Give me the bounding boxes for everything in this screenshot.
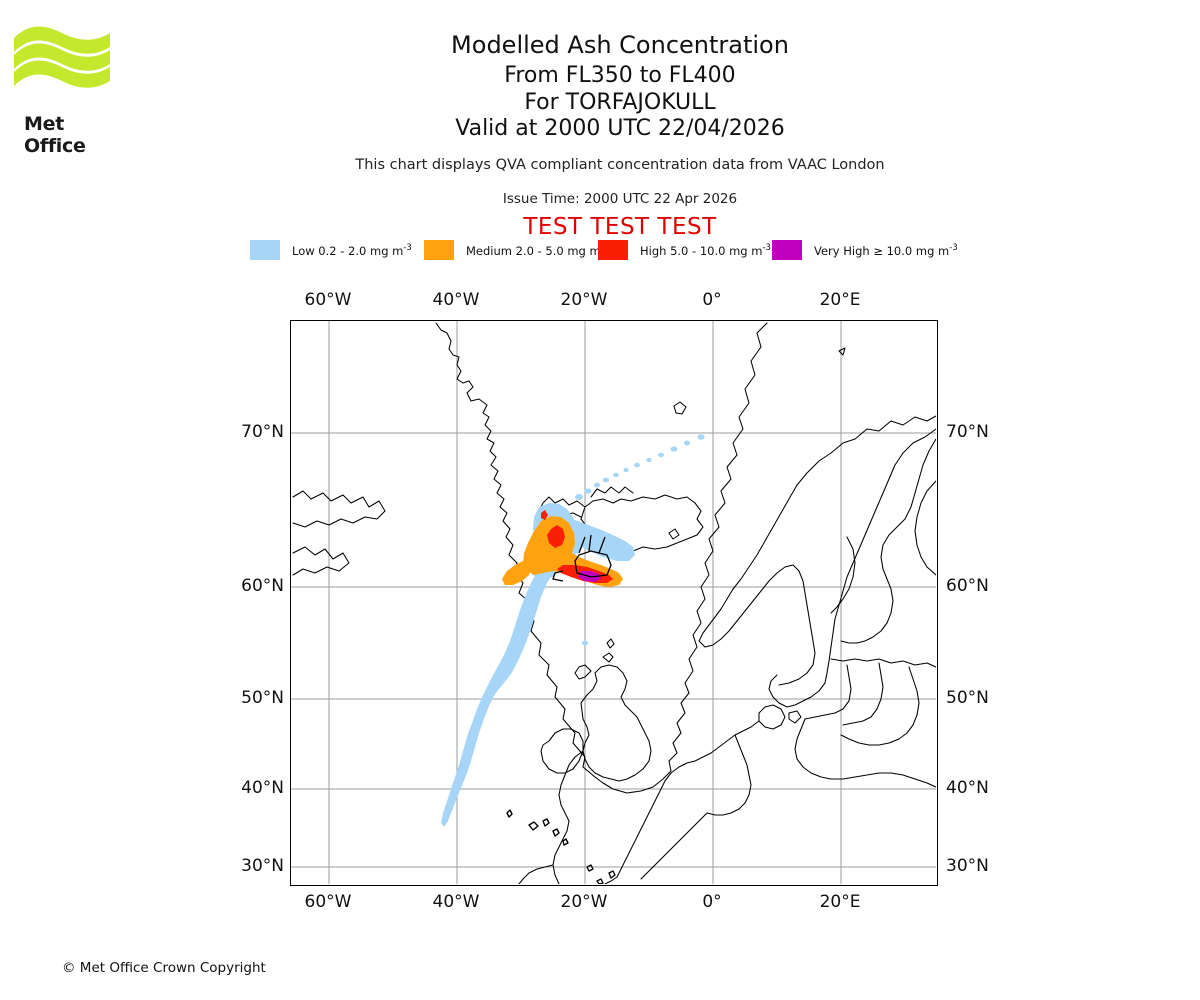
concentration-legend: Low 0.2 - 2.0 mg m-3 Medium 2.0 - 5.0 mg … (0, 239, 1200, 263)
poland-south-border (794, 718, 936, 788)
lat-tick-left-3: 40°N (241, 778, 284, 798)
denmark-jutland (758, 704, 786, 730)
france-west-coast (552, 750, 584, 884)
lat-tick-right-3: 40°N (946, 778, 989, 798)
coastlines-layer (292, 322, 936, 884)
azores-islands (506, 809, 569, 846)
greenland-coast (435, 322, 768, 794)
greenland-west-inlet (292, 490, 386, 528)
ash-medium-west-tip (502, 561, 531, 585)
orkney-islands (602, 652, 614, 663)
lat-tick-left-2: 50°N (241, 688, 284, 708)
lithuania-border (842, 662, 884, 726)
lon-tick-top-4: 20°E (819, 290, 861, 310)
lat-tick-right-1: 60°N (946, 576, 989, 596)
finland-border (840, 438, 936, 644)
legend-label-3: Very High ≥ 10.0 mg m-3 (814, 242, 958, 258)
issue-time-label: Issue Time: 2000 UTC 22 Apr 2026 (502, 191, 738, 207)
page-title: Modelled Ash Concentration (451, 31, 789, 59)
belarus-border (840, 666, 920, 746)
lat-tick-right-0: 70°N (946, 422, 989, 442)
ash-low-ne-arm (575, 434, 705, 500)
ash-low-speck (582, 640, 588, 646)
legend-swatch-1 (424, 240, 454, 260)
map-container (290, 320, 938, 886)
map-graphic (291, 321, 936, 884)
france-east-border (604, 876, 618, 884)
germany-east-border (706, 734, 752, 816)
ash-low-tail (441, 534, 582, 827)
lat-tick-left-0: 70°N (241, 422, 284, 442)
ash-low-east-lobe (565, 517, 635, 561)
iberia-north-coast (518, 864, 554, 884)
lon-tick-bottom-0: 60°W (304, 892, 352, 912)
lon-tick-bottom-3: 0° (702, 892, 722, 912)
met-office-logo-text: Met Office (24, 113, 86, 157)
misc-islets (596, 870, 616, 884)
outer-hebrides (574, 664, 592, 680)
copyright-text: © Met Office Crown Copyright (62, 960, 266, 976)
jan-mayen (673, 401, 687, 415)
ash-high-small-blob (541, 510, 548, 520)
lon-tick-top-2: 20°W (560, 290, 608, 310)
legend-swatch-2 (598, 240, 628, 260)
ash-plume-layer (441, 434, 705, 827)
chart-subtitle: This chart displays QVA compliant concen… (355, 157, 885, 173)
legend-swatch-0 (250, 240, 280, 260)
north-sea-coast (660, 720, 760, 790)
met-office-wave-icon (14, 26, 110, 88)
faroe-islands (668, 528, 680, 540)
denmark-zealand (788, 710, 802, 724)
lat-tick-right-2: 50°N (946, 688, 989, 708)
title-flight-levels: From FL350 to FL400 (504, 63, 736, 88)
russia-karelia-border (914, 480, 936, 576)
lon-tick-top-0: 60°W (304, 290, 352, 310)
ireland-coast (540, 728, 584, 774)
ash-high-upper-blob (547, 525, 565, 548)
great-britain-coast (580, 664, 652, 782)
baltic-north-border (830, 658, 936, 668)
title-volcano: For TORFAJOKULL (524, 90, 716, 115)
legend-item-1[interactable]: Medium 2.0 - 5.0 mg m-3 (424, 239, 609, 261)
legend-item-3[interactable]: Very High ≥ 10.0 mg m-3 (772, 239, 958, 261)
legend-swatch-3 (772, 240, 802, 260)
lat-tick-left-1: 60°N (241, 576, 284, 596)
ash-low-band (441, 434, 705, 827)
legend-item-2[interactable]: High 5.0 - 10.0 mg m-3 (598, 239, 771, 261)
legend-label-0: Low 0.2 - 2.0 mg m-3 (292, 242, 412, 258)
shetland-islands (606, 638, 615, 649)
gulf-of-bothnia (830, 536, 856, 614)
svalbard-fragment (838, 347, 846, 356)
legend-label-1: Medium 2.0 - 5.0 mg m-3 (466, 243, 609, 258)
germany-south-border (640, 812, 708, 880)
iceland-north-peninsulas (590, 486, 634, 498)
sweden-south-coast (768, 674, 826, 708)
atlantic-islands-south (586, 864, 594, 872)
map-plot-area[interactable] (290, 320, 938, 886)
legend-label-2: High 5.0 - 10.0 mg m-3 (640, 242, 771, 258)
lon-tick-bottom-1: 40°W (432, 892, 480, 912)
test-banner: TEST TEST TEST (523, 214, 717, 240)
lat-tick-left-4: 30°N (241, 856, 284, 876)
lon-tick-top-3: 0° (702, 290, 722, 310)
met-office-logo: Met Office (12, 24, 122, 157)
lat-tick-right-4: 30°N (946, 856, 989, 876)
norway-coast (698, 415, 936, 686)
norway-sweden-border (824, 428, 936, 684)
baffin-fragment (292, 546, 350, 576)
legend-item-0[interactable]: Low 0.2 - 2.0 mg m-3 (250, 239, 412, 261)
france-belgium-border (616, 788, 662, 878)
volcano-source-marker (552, 534, 612, 582)
estonia-latvia-border (804, 664, 852, 720)
lon-tick-bottom-2: 20°W (560, 892, 608, 912)
lon-tick-top-1: 40°W (432, 290, 480, 310)
title-valid-time: Valid at 2000 UTC 22/04/2026 (455, 116, 785, 141)
lon-tick-bottom-4: 20°E (819, 892, 861, 912)
